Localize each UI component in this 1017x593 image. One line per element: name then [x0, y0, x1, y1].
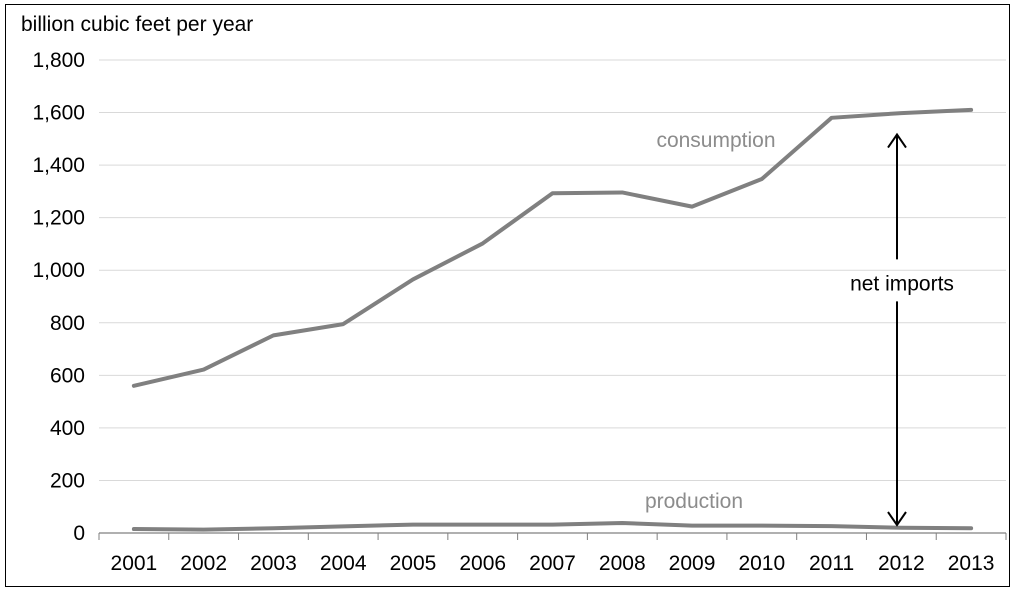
arrowhead-down — [887, 511, 907, 527]
x-tick-label: 2010 — [738, 552, 785, 575]
y-axis-ticks: 0 200 400 600 800 1,000 1,200 1,400 1,600 1,800 — [32, 49, 85, 545]
x-tick-label: 2013 — [948, 552, 995, 575]
y-tick-label: 400 — [50, 417, 85, 440]
x-axis-ticks: 2001 2002 2003 2004 2005 2006 2007 2008 2009 2010… — [111, 552, 995, 575]
series-group: consumption production — [131, 107, 974, 532]
x-tick-label: 2011 — [809, 552, 854, 575]
y-tick-label: 1,600 — [32, 102, 85, 125]
y-tick-label: 1,800 — [32, 49, 85, 72]
x-tick-label: 2005 — [390, 552, 437, 575]
x-tick-label: 2008 — [599, 552, 646, 575]
y-tick-label: 1,200 — [32, 207, 85, 230]
series-label-production: production — [645, 490, 743, 513]
x-tick-label: 2002 — [180, 552, 227, 575]
y-tick-label: 1,000 — [32, 259, 85, 282]
annotation-label: net imports — [850, 272, 954, 295]
y-axis-unit-label: billion cubic feet per year — [21, 13, 253, 36]
series-line-production — [131, 521, 974, 532]
chart-frame: 0 200 400 600 800 1,000 1,200 1,400 1,600 1,800 2… — [5, 4, 1010, 587]
x-tick-label: 2001 — [111, 552, 158, 575]
x-tick-label: 2012 — [878, 552, 925, 575]
gridlines — [99, 59, 1006, 481]
x-tick-label: 2007 — [529, 552, 576, 575]
axes — [98, 532, 1007, 540]
series-label-consumption: consumption — [656, 129, 775, 152]
arrowhead-up — [887, 132, 907, 149]
x-tick-label: 2004 — [320, 552, 367, 575]
y-tick-label: 200 — [50, 469, 85, 492]
line-chart: 0 200 400 600 800 1,000 1,200 1,400 1,600 1,800 2… — [21, 13, 1007, 575]
y-tick-label: 0 — [73, 522, 85, 545]
y-tick-label: 1,400 — [32, 154, 85, 177]
annotation-group: net imports — [850, 132, 954, 527]
x-tick-label: 2006 — [459, 552, 506, 575]
x-tick-label: 2003 — [250, 552, 297, 575]
series-line-consumption — [131, 107, 974, 388]
y-tick-label: 600 — [50, 364, 85, 387]
x-tick-label: 2009 — [669, 552, 716, 575]
y-tick-label: 800 — [50, 312, 85, 335]
